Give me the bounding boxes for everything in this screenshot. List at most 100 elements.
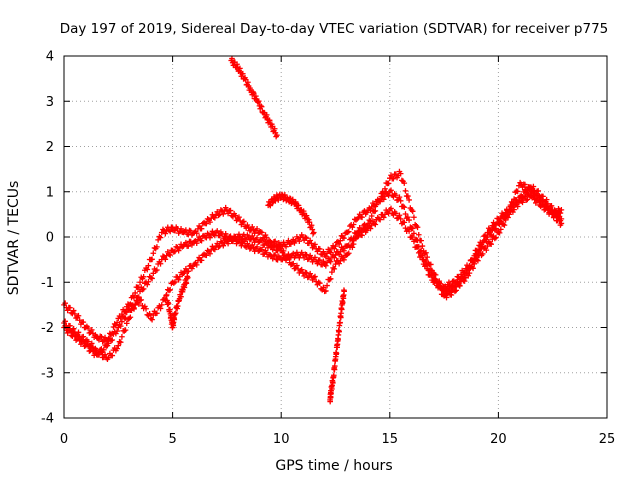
data-point-marker — [496, 230, 503, 236]
data-point-marker — [446, 288, 452, 295]
data-point-marker — [327, 397, 333, 403]
data-point-marker — [423, 261, 429, 268]
data-point-marker — [320, 284, 327, 291]
data-point-marker — [424, 265, 431, 272]
data-point-marker — [314, 260, 321, 267]
data-point-marker — [269, 246, 276, 253]
data-point-marker — [336, 260, 342, 267]
data-point-marker — [115, 342, 122, 349]
data-point-marker — [372, 221, 379, 228]
data-point-marker — [154, 244, 160, 250]
data-point-marker — [263, 234, 270, 241]
data-point-marker — [150, 250, 157, 257]
data-point-marker — [288, 241, 294, 247]
data-point-marker — [167, 287, 173, 293]
data-point-marker — [393, 192, 399, 199]
data-point-marker — [337, 313, 344, 320]
data-point-marker — [548, 203, 555, 209]
data-point-marker — [382, 185, 388, 192]
data-point-marker — [511, 202, 517, 208]
data-point-marker — [152, 267, 159, 274]
data-point-marker — [96, 352, 102, 358]
data-point-marker — [401, 204, 408, 211]
y-tick-label: 2 — [46, 140, 54, 155]
data-point-marker — [229, 55, 235, 62]
data-point-marker — [236, 231, 242, 238]
data-point-marker — [240, 70, 246, 77]
data-point-marker — [518, 193, 525, 199]
data-point-marker — [121, 328, 128, 334]
data-point-marker — [456, 283, 463, 289]
data-point-marker — [295, 202, 302, 209]
data-point-marker — [148, 315, 154, 322]
data-point-marker — [85, 343, 91, 349]
data-point-marker — [283, 243, 289, 250]
data-point-marker — [551, 207, 558, 213]
data-point-marker — [368, 213, 375, 219]
data-point-marker — [232, 212, 239, 219]
data-point-marker — [326, 257, 333, 264]
data-point-marker — [326, 248, 333, 255]
data-point-marker — [349, 224, 356, 231]
data-point-marker — [269, 255, 276, 262]
data-point-marker — [149, 275, 155, 282]
data-point-marker — [123, 309, 130, 316]
data-point-marker — [411, 238, 417, 245]
data-point-marker — [123, 320, 130, 327]
data-point-marker — [505, 209, 511, 216]
data-point-marker — [119, 333, 125, 340]
data-point-marker — [558, 216, 565, 222]
data-point-marker — [244, 222, 251, 228]
data-point-marker — [145, 278, 152, 285]
data-point-marker — [535, 188, 542, 194]
data-point-marker — [269, 199, 276, 206]
data-point-marker — [415, 250, 422, 256]
data-point-marker — [215, 212, 222, 219]
data-point-marker — [136, 284, 142, 291]
x-tick-label: 10 — [273, 432, 290, 447]
data-point-marker — [332, 357, 338, 364]
data-point-marker — [303, 235, 310, 241]
data-point-marker — [552, 208, 559, 214]
data-point-marker — [209, 228, 216, 235]
data-point-marker — [143, 305, 149, 312]
data-point-marker — [491, 226, 498, 233]
data-point-marker — [317, 246, 323, 252]
data-point-marker — [175, 247, 182, 254]
data-point-marker — [344, 229, 351, 236]
data-point-marker — [400, 203, 406, 210]
y-tick-label: -1 — [41, 276, 54, 291]
data-point-marker — [254, 235, 260, 241]
data-point-marker — [487, 240, 493, 246]
x-tick-label: 5 — [168, 432, 176, 447]
data-point-marker — [203, 252, 210, 259]
data-point-marker — [496, 221, 503, 228]
data-point-marker — [198, 237, 205, 244]
data-point-marker — [483, 238, 490, 245]
data-point-marker — [345, 250, 352, 257]
y-tick-label: -3 — [41, 366, 54, 381]
data-point-marker — [310, 230, 316, 237]
data-point-marker — [171, 316, 178, 323]
data-point-marker — [443, 285, 450, 292]
data-point-marker — [267, 202, 274, 209]
data-point-marker — [290, 260, 297, 267]
axis-ticks: 0 5 10 15 20 25 -4 -3 -2 -1 0 1 2 3 4 — [41, 50, 615, 448]
y-tick-label: -2 — [41, 321, 54, 336]
data-point-marker — [339, 234, 346, 240]
data-point-marker — [331, 366, 337, 372]
data-point-marker — [157, 234, 164, 241]
data-point-marker — [340, 293, 346, 300]
data-point-marker — [466, 262, 473, 269]
data-point-marker — [127, 307, 134, 314]
data-point-marker — [493, 225, 499, 232]
data-point-marker — [345, 228, 352, 235]
data-point-marker — [240, 218, 247, 225]
data-point-marker — [193, 240, 200, 247]
data-point-marker — [193, 230, 200, 236]
data-point-marker — [114, 345, 120, 352]
data-point-marker — [514, 199, 521, 205]
data-point-marker — [484, 234, 491, 240]
data-point-marker — [117, 339, 124, 346]
data-point-marker — [272, 252, 278, 258]
